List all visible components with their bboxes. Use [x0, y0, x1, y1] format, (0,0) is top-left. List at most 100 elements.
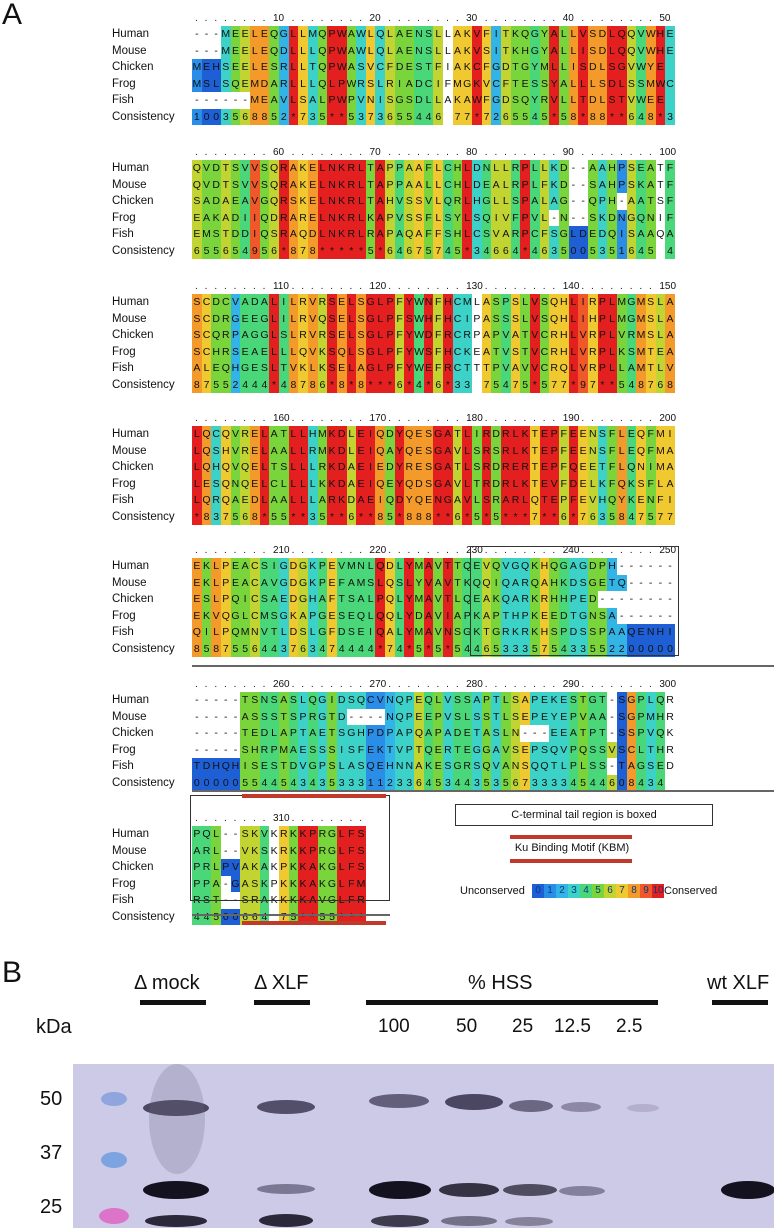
- residue-cell: E: [539, 442, 550, 459]
- residue-cell: G: [433, 426, 444, 443]
- residue-cell: S: [356, 59, 366, 76]
- residue-cell: -: [655, 558, 666, 575]
- residue-cell: E: [665, 42, 675, 59]
- residue-cell: G: [491, 624, 501, 641]
- residue-cell: F: [607, 442, 617, 459]
- ruler-dot: .: [291, 147, 295, 158]
- panel-b-letter: B: [2, 956, 23, 989]
- ruler-dot: .: [446, 13, 449, 24]
- residue-cell: A: [230, 492, 241, 509]
- residue-cell: M: [356, 875, 366, 892]
- residue-cell: S: [327, 758, 337, 775]
- residue-cell: C: [452, 310, 463, 327]
- residue-cell: -: [192, 741, 202, 758]
- residue-cell: L: [288, 459, 299, 476]
- species-row: Human - - - M E E L E Q G L L M Q P W A W L Q L A E N S L L A K V F I T K Q…: [112, 26, 772, 43]
- consistency-cell: 6: [501, 108, 511, 125]
- residue-cell: L: [288, 75, 299, 92]
- residue-cell: V: [230, 294, 241, 311]
- consistency-cell: *: [375, 242, 386, 259]
- consistency-cell: [665, 774, 675, 791]
- residue-cell: A: [645, 160, 656, 177]
- residue-cell: D: [394, 492, 405, 509]
- residue-cell: D: [249, 294, 260, 311]
- residue-cell: R: [278, 160, 289, 177]
- residue-cell: R: [201, 859, 212, 876]
- ruler-dot: .: [407, 147, 411, 158]
- consistency-cell: 8: [665, 376, 675, 393]
- consistency-row: Consistency * 8 3 7 5 6 8 * 5 5 * * 3 5 * * 6 * * 8 5 * 8 8 8 * * 6 *…: [112, 508, 772, 525]
- residue-cell: Q: [385, 492, 395, 509]
- residue-cell: Y: [404, 327, 415, 344]
- residue-cell: P: [404, 741, 415, 758]
- lane-group-bar: [254, 1000, 310, 1005]
- residue-cell: E: [249, 725, 260, 742]
- row-label: Consistency: [112, 378, 175, 391]
- ruler-dot: .: [310, 147, 314, 158]
- residue-cell: R: [665, 692, 675, 709]
- residue-cell: L: [356, 226, 366, 243]
- residue-cell: R: [587, 327, 598, 344]
- c-terminal-box-2: [190, 795, 390, 901]
- residue-cell: N: [385, 708, 395, 725]
- residue-cell: L: [269, 327, 279, 344]
- consistency-cell: 1: [192, 108, 202, 125]
- residue-cell: A: [501, 226, 511, 243]
- consistency-cell: 7: [220, 508, 231, 525]
- consistency-cell: 0: [201, 774, 212, 791]
- residue-cell: Q: [356, 692, 366, 709]
- residue-cell: T: [568, 607, 579, 624]
- consistency-cell: 8: [288, 242, 299, 259]
- ruler-dot: .: [494, 545, 498, 556]
- residue-cell: D: [240, 226, 250, 243]
- residue-cell: N: [230, 475, 241, 492]
- residue-cell: K: [462, 574, 473, 591]
- residue-cell: K: [462, 26, 473, 43]
- consistency-cell: 5: [520, 376, 530, 393]
- consistency-cell: 3: [549, 774, 559, 791]
- residue-cell: Q: [616, 26, 627, 43]
- residue-cell: -: [220, 692, 231, 709]
- consistency-cell: 5: [230, 508, 241, 525]
- residue-cell: -: [220, 875, 231, 892]
- ruler-dot: .: [649, 545, 652, 556]
- ruler-dot: .: [243, 13, 247, 24]
- scale-cell: 5: [592, 884, 604, 898]
- residue-cell: L: [539, 193, 550, 210]
- residue-cell: V: [394, 209, 405, 226]
- residue-cell: T: [452, 741, 463, 758]
- consistency-cell: 5: [230, 640, 241, 657]
- ruler-dot: .: [397, 281, 401, 292]
- residue-cell: I: [491, 574, 501, 591]
- residue-cell: L: [616, 75, 627, 92]
- consistency-cell: 5: [558, 108, 569, 125]
- residue-cell: G: [259, 193, 270, 210]
- species-row: Frog - - - - - S H R P M A E S S S I S F E K T V P T Q E R T E G G A V S E P…: [112, 741, 772, 758]
- residue-cell: A: [665, 294, 675, 311]
- residue-cell: G: [346, 725, 357, 742]
- species-row: Frog L E S Q N Q E L C L L L L K K D A E I Q E Y Q D S G A V L T R D R L K T…: [112, 475, 772, 492]
- residue-cell: A: [423, 607, 434, 624]
- row-label: Fish: [112, 362, 134, 374]
- residue-cell: K: [365, 209, 376, 226]
- residue-cell: K: [529, 624, 540, 641]
- consistency-cell: 6: [240, 508, 250, 525]
- residue-cell: A: [240, 708, 250, 725]
- residue-cell: R: [317, 842, 328, 859]
- residue-cell: A: [375, 160, 386, 177]
- residue-cell: R: [259, 741, 270, 758]
- residue-cell: P: [558, 624, 569, 641]
- residue-cell: P: [385, 160, 395, 177]
- residue-cell: P: [375, 591, 386, 608]
- residue-cell: I: [394, 75, 405, 92]
- residue-cell: I: [665, 624, 675, 641]
- residue-cell: G: [278, 558, 289, 575]
- residue-cell: E: [201, 475, 212, 492]
- residue-cell: E: [385, 475, 395, 492]
- residue-cell: L: [510, 442, 521, 459]
- residue-cell: Q: [414, 725, 424, 742]
- residue-cell: R: [220, 310, 231, 327]
- consistency-cell: 8: [645, 108, 656, 125]
- ruler-dot: .: [233, 147, 237, 158]
- residue-cell: E: [249, 360, 260, 377]
